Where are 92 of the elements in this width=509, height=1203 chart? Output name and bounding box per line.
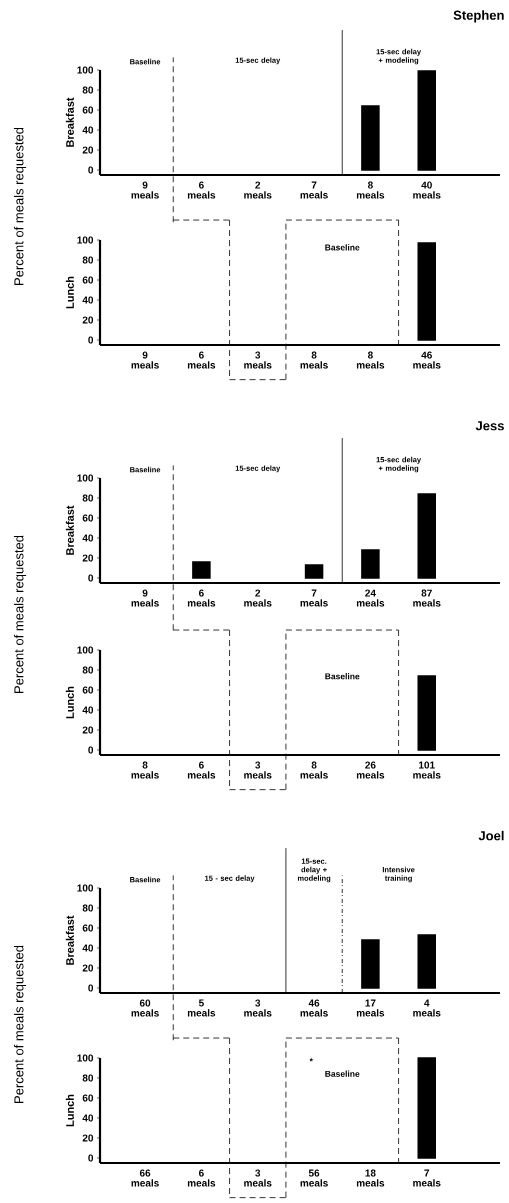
y-tick-label: 40 [82,706,94,714]
y-tick-label: 100 [77,236,94,244]
x-tick-label: 66 meals [131,1169,159,1187]
x-tick-label: 8 meals [131,761,159,779]
x-tick-label: 46 meals [413,351,441,369]
x-tick-label: 60 meals [131,999,159,1017]
x-tick-label: 3 meals [244,761,272,779]
y-axis-title: Lunch [65,686,74,719]
y-axis-title: Breakfast [65,505,74,555]
y-tick-label: 60 [82,1094,94,1102]
y-tick-label: 80 [82,904,94,912]
x-tick-label: 24 meals [356,589,385,607]
x-tick-label: 7 meals [300,181,328,199]
x-tick-label: 26 meals [356,761,385,779]
x-tick-label: 7 meals [413,1169,441,1187]
y-tick-label: 0 [88,336,94,344]
chart-title: Jess [475,421,504,431]
x-tick-label: 2 meals [244,181,272,199]
x-tick-label: 18 meals [356,1169,385,1187]
y-tick-label: 0 [88,1154,94,1162]
y-tick-label: 40 [82,1114,94,1122]
x-tick-label: 8 meals [356,351,385,369]
y-tick-label: 100 [77,1054,94,1062]
y-tick-label: 40 [82,126,94,134]
y-tick-label: 40 [82,534,94,542]
x-tick-label: 6 meals [187,589,216,607]
y-tick-label: 100 [77,646,94,654]
x-tick-label: 9 meals [131,351,159,369]
x-tick-label: 7 meals [300,589,328,607]
y-tick-label: 60 [82,924,94,932]
y-tick-label: 20 [82,1134,94,1142]
bar [417,493,436,579]
x-tick-label: 46 meals [300,999,328,1017]
annotation: Baseline [325,244,360,251]
x-tick-label: 6 meals [187,351,216,369]
y-tick-label: 60 [82,514,94,522]
y-tick-label: 20 [82,554,94,562]
y-axis-title: Breakfast [65,97,74,147]
text: Percent of meals requested [13,535,27,693]
y-tick-label: 100 [77,474,94,482]
y-tick-label: 0 [88,574,94,582]
x-tick-label: 5 meals [187,999,216,1017]
y-tick-label: 20 [82,726,94,734]
x-tick-label: 3 meals [244,1169,272,1187]
text: Percent of meals requested [13,127,27,285]
y-tick-label: 60 [82,276,94,284]
x-tick-label: 6 meals [187,761,216,779]
y-axis-title: Breakfast [65,915,74,965]
y-axis-title: Lunch [65,276,74,309]
y-tick-label: 20 [82,964,94,972]
y-tick-label: 80 [82,666,94,674]
x-tick-label: 8 meals [300,351,328,369]
chart-title: Stephen [453,10,504,23]
x-tick-label: 17 meals [356,999,385,1017]
y-tick-label: 0 [88,746,94,754]
x-tick-label: 2 meals [244,589,272,607]
y-tick-label: 0 [88,166,94,174]
x-tick-label: 3 meals [244,999,272,1017]
x-tick-label: 6 meals [187,1169,216,1187]
x-tick-label: 4 meals [413,999,441,1017]
x-tick-label: 9 meals [131,181,159,199]
y-tick-label: 100 [77,884,94,892]
y-axis-title: Lunch [65,1094,74,1127]
y-tick-label: 0 [88,984,94,992]
y-tick-label: 40 [82,296,94,304]
x-tick-label: 8 meals [356,181,385,199]
x-tick-label: 87 meals [413,589,441,607]
x-tick-label: 101 meals [413,761,441,779]
x-tick-label: 40 meals [413,181,441,199]
y-tick-label: 80 [82,86,94,94]
bar [192,561,211,579]
x-tick-label: 56 meals [300,1169,328,1187]
bar [304,564,324,579]
x-tick-label: 8 meals [300,761,328,779]
bar [361,549,380,579]
x-tick-label: 9 meals [131,589,159,607]
chart-title: Joel [478,830,504,841]
y-tick-label: 40 [82,944,94,952]
y-tick-label: 20 [82,316,94,324]
y-tick-label: 80 [82,494,94,502]
y-tick-label: 20 [82,146,94,154]
y-tick-label: 80 [82,256,94,264]
annotation: Baseline [325,673,360,680]
annotation: * [309,1058,313,1062]
y-tick-label: 100 [77,66,94,74]
y-tick-label: 80 [82,1074,94,1082]
annotation: Baseline [325,1070,360,1077]
x-tick-label: 3 meals [244,351,272,369]
y-tick-label: 60 [82,106,94,114]
x-tick-label: 6 meals [187,181,216,199]
text: Percent of meals requested [13,945,27,1103]
y-tick-label: 60 [82,686,94,694]
